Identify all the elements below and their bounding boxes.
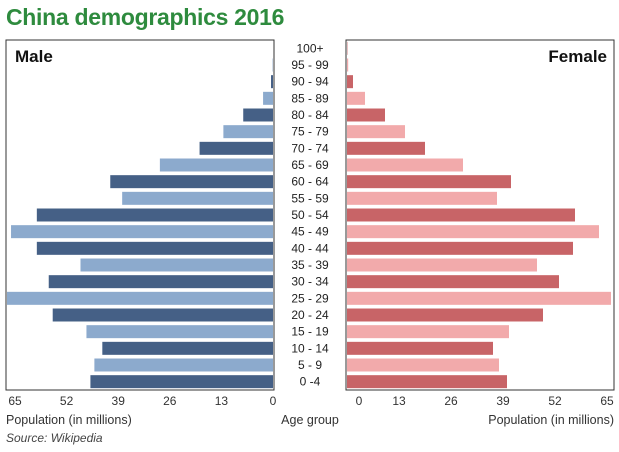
age-group-label: 35 - 39 xyxy=(291,258,329,272)
male-bar xyxy=(52,308,274,322)
female-bar xyxy=(347,241,573,255)
female-tick-label: 13 xyxy=(392,394,406,408)
male-tick-label: 26 xyxy=(163,394,177,408)
female-bar xyxy=(347,141,425,155)
male-bar xyxy=(86,325,273,339)
female-bar xyxy=(347,91,365,105)
male-bar xyxy=(199,141,273,155)
female-tick-label: 0 xyxy=(356,394,363,408)
female-panel-label: Female xyxy=(548,47,607,66)
male-bar xyxy=(243,108,273,122)
age-group-label: 90 - 94 xyxy=(291,75,329,89)
male-bar xyxy=(94,358,273,372)
age-group-label: 40 - 44 xyxy=(291,241,329,255)
male-bar xyxy=(36,241,274,255)
female-bar xyxy=(347,308,543,322)
age-group-label: 30 - 34 xyxy=(291,275,329,289)
age-group-label: 95 - 99 xyxy=(291,58,329,72)
female-bar xyxy=(347,58,349,72)
male-bar xyxy=(7,291,273,305)
male-bar xyxy=(159,158,273,172)
male-bar xyxy=(11,225,274,239)
female-bar xyxy=(347,375,507,389)
age-group-label: 75 - 79 xyxy=(291,125,329,139)
age-group-label: 5 - 9 xyxy=(298,358,322,372)
age-group-label: 0 -4 xyxy=(300,375,321,389)
female-bar xyxy=(347,275,559,289)
male-x-axis-title: Population (in millions) xyxy=(6,413,132,427)
age-group-label: 20 - 24 xyxy=(291,308,329,322)
female-tick-label: 52 xyxy=(548,394,562,408)
female-tick-label: 39 xyxy=(496,394,510,408)
age-group-label: 10 - 14 xyxy=(291,341,329,355)
male-tick-label: 65 xyxy=(8,394,22,408)
female-tick-label: 26 xyxy=(444,394,458,408)
female-bars xyxy=(347,41,611,389)
male-tick-label: 0 xyxy=(270,394,277,408)
female-axis-ticks: 0 13 26 39 52 65 xyxy=(356,394,614,408)
female-bar xyxy=(347,108,385,122)
center-axis-title: Age group xyxy=(281,413,339,427)
male-bar xyxy=(263,91,273,105)
female-bar xyxy=(347,225,599,239)
female-bar xyxy=(347,341,493,355)
male-bar xyxy=(80,258,273,272)
female-panel-frame xyxy=(345,39,615,391)
female-bar xyxy=(347,75,353,89)
male-bar xyxy=(48,275,273,289)
age-group-label: 15 - 19 xyxy=(291,325,329,339)
age-group-label: 70 - 74 xyxy=(291,141,329,155)
age-group-label: 65 - 69 xyxy=(291,158,329,172)
age-group-label: 45 - 49 xyxy=(291,225,329,239)
female-bar xyxy=(347,125,405,139)
female-bar xyxy=(347,158,463,172)
male-bar xyxy=(102,341,273,355)
female-bar xyxy=(347,358,499,372)
male-bar xyxy=(90,375,274,389)
male-axis-ticks: 0 13 26 39 52 65 xyxy=(8,394,276,408)
female-tick-label: 65 xyxy=(600,394,614,408)
age-group-label: 80 - 84 xyxy=(291,108,329,122)
male-tick-label: 39 xyxy=(112,394,126,408)
male-bar xyxy=(271,75,273,89)
male-bar xyxy=(36,208,274,222)
age-group-label: 25 - 29 xyxy=(291,291,329,305)
male-tick-label: 13 xyxy=(215,394,229,408)
age-group-labels: 100+ 95 - 99 90 - 94 85 - 89 80 - 84 75 - 79 7… xyxy=(291,41,329,388)
age-group-label: 50 - 54 xyxy=(291,208,329,222)
male-panel-frame xyxy=(5,39,275,391)
age-group-label: 60 - 64 xyxy=(291,175,329,189)
female-x-axis-title: Population (in millions) xyxy=(488,413,614,427)
female-bar xyxy=(347,258,537,272)
male-bar xyxy=(110,175,273,189)
female-bar xyxy=(347,208,575,222)
male-tick-label: 52 xyxy=(60,394,74,408)
source-note: Source: Wikipedia xyxy=(6,431,103,445)
male-bars xyxy=(7,58,274,389)
female-bar xyxy=(347,175,511,189)
female-bar xyxy=(347,325,509,339)
female-bar xyxy=(347,291,611,305)
male-bar xyxy=(122,191,274,205)
male-bar xyxy=(223,125,273,139)
male-panel-label: Male xyxy=(15,47,53,66)
age-group-label: 100+ xyxy=(296,41,323,55)
age-group-label: 55 - 59 xyxy=(291,191,329,205)
age-group-label: 85 - 89 xyxy=(291,91,329,105)
female-bar xyxy=(347,191,497,205)
chart-title: China demographics 2016 xyxy=(6,4,285,30)
